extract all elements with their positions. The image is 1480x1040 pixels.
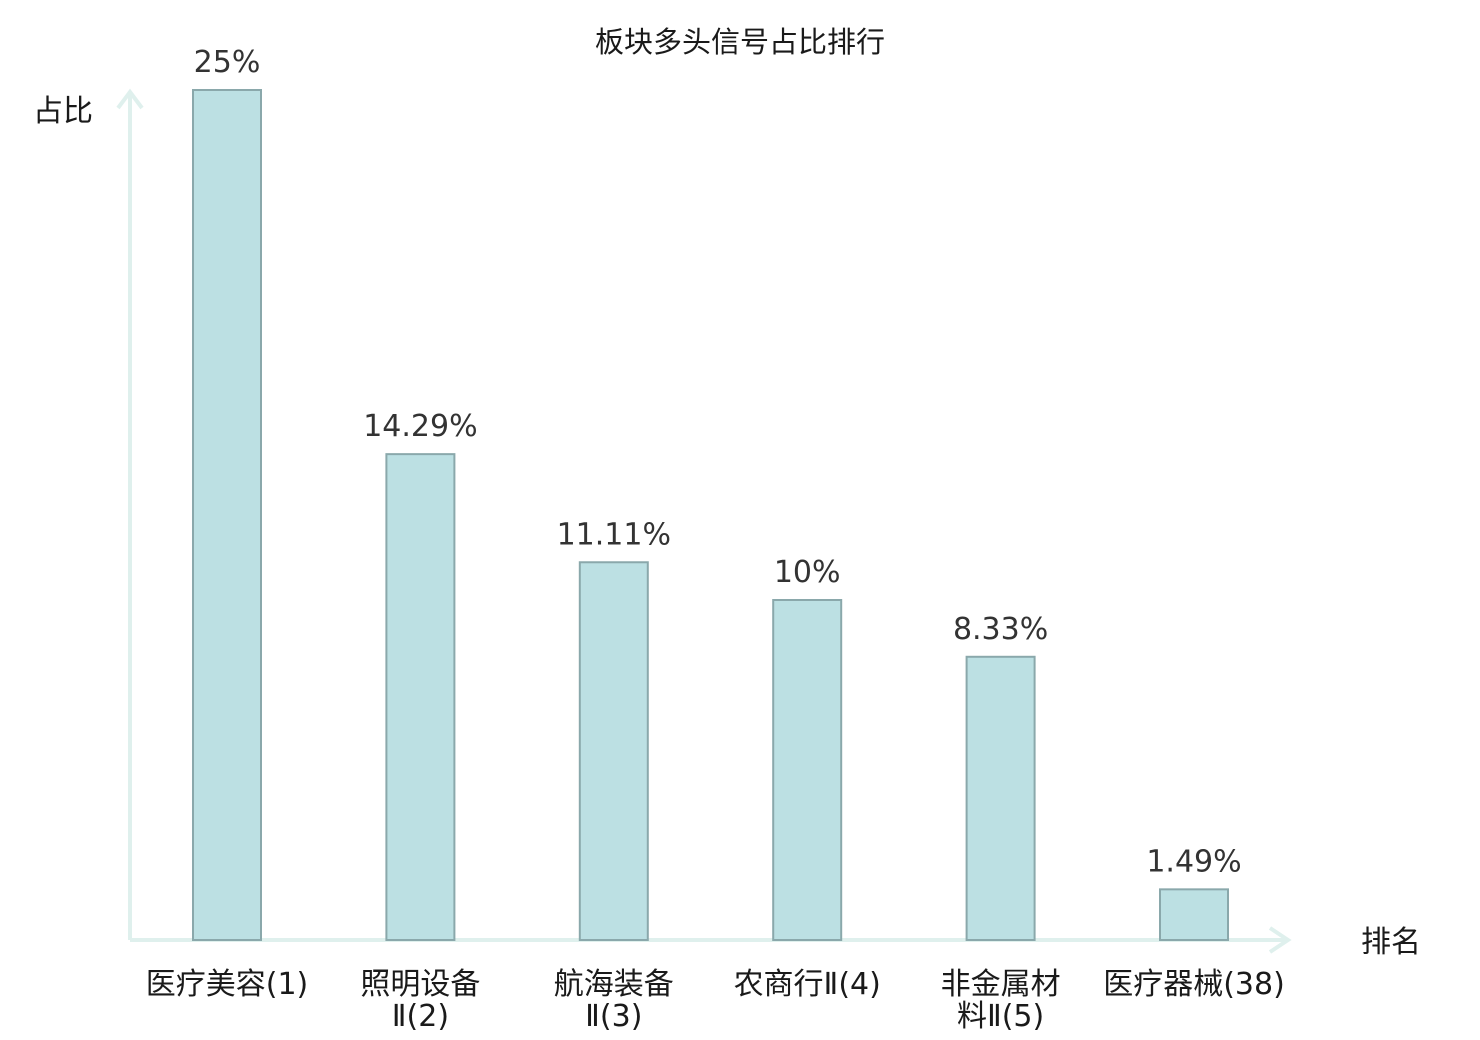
category-label-4: 农商行Ⅱ(4) bbox=[734, 967, 881, 1002]
bar-2 bbox=[385, 453, 456, 941]
bar-5 bbox=[965, 655, 1036, 942]
bar-6 bbox=[1159, 888, 1229, 942]
value-label-5: 8.33% bbox=[953, 612, 1048, 647]
chart-title: 板块多头信号占比排行 bbox=[595, 25, 885, 59]
value-label-6: 1.49% bbox=[1146, 844, 1241, 879]
category-label-2-line-2: Ⅱ(2) bbox=[392, 999, 449, 1034]
value-label-2: 14.29% bbox=[363, 409, 477, 444]
bars-group bbox=[192, 89, 1229, 942]
y-axis bbox=[116, 88, 144, 940]
value-label-3: 11.11% bbox=[557, 517, 671, 552]
category-label-3-line-1: 航海装备 bbox=[554, 967, 674, 1002]
bar-1 bbox=[192, 89, 262, 941]
value-label-1: 25% bbox=[194, 45, 261, 80]
category-label-6: 医疗器械(38) bbox=[1103, 967, 1285, 1002]
bar-4 bbox=[772, 599, 843, 941]
x-axis-label: 排名 bbox=[1361, 925, 1421, 960]
value-label-4: 10% bbox=[774, 555, 841, 590]
value-labels-group: 25% 14.29% 11.11% 10% 8.33% 1.49% bbox=[194, 45, 1242, 879]
x-axis bbox=[130, 926, 1292, 954]
bar-3 bbox=[578, 561, 649, 941]
category-label-5-line-2: 料Ⅱ(5) bbox=[957, 999, 1044, 1034]
category-label-1: 医疗美容(1) bbox=[146, 967, 309, 1002]
category-label-2-line-1: 照明设备 bbox=[360, 967, 480, 1002]
category-label-5-line-1: 非金属材 bbox=[941, 967, 1061, 1002]
category-label-3-line-2: Ⅱ(3) bbox=[585, 999, 642, 1034]
y-axis-label: 占比 bbox=[33, 94, 93, 129]
